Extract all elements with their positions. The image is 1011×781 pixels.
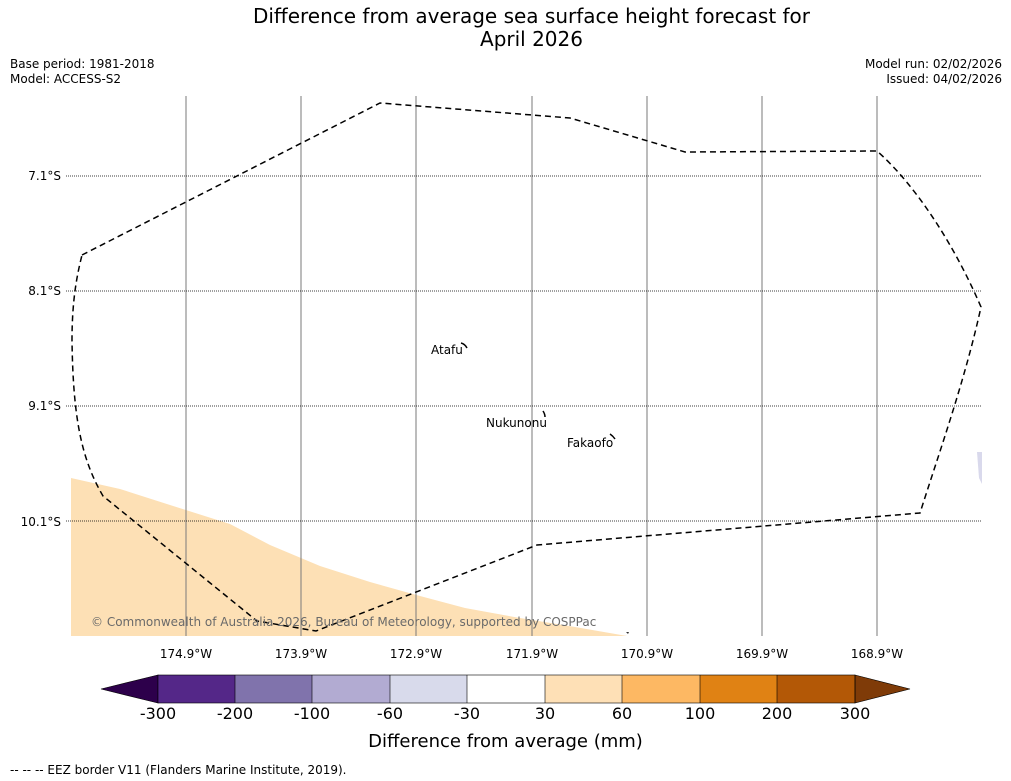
lon-label: 169.9°W [735,647,789,661]
map-title-line1: Difference from average sea surface heig… [252,4,811,28]
colorbar-tick: 30 [534,704,556,723]
colorbar-tick: -100 [293,704,331,723]
meta-right: Model run: 02/02/2026 Issued: 04/02/2026 [865,57,1002,87]
eez-border [71,102,982,632]
colorbar-below-arrow [100,674,159,704]
colorbar-segment [700,675,777,703]
place-fakaofo: Fakaofo [567,436,614,450]
atafu-atoll [460,342,468,349]
colorbar-above-arrow [854,674,911,704]
colorbar-label: Difference from average (mm) [368,731,643,752]
lon-label: 174.9°W [159,647,213,661]
colorbar-tick: 300 [839,704,871,723]
colorbar-segment [390,675,467,703]
colorbar-segment [158,675,235,703]
colorbar-segment [777,675,855,703]
base-period: Base period: 1981-2018 [10,57,155,71]
place-nukunonu: Nukunonu [486,416,547,430]
lon-label: 170.9°W [620,647,674,661]
anomaly-region [71,478,627,636]
model-run: Model run: 02/02/2026 [864,57,1002,71]
colorbar-tick: -30 [453,704,481,723]
colorbar-segment [235,675,312,703]
meridian-lines [185,96,878,636]
lat-label: 9.1°S [28,399,61,413]
copyright-notice: © Commonwealth of Australia 2026, Bureau… [91,615,597,629]
parallel-lines [66,175,982,522]
colorbar-dividers [157,674,856,704]
lon-label: 173.9°W [274,647,328,661]
atoll-mark [626,632,629,634]
model-name: Model: ACCESS-S2 [10,72,122,86]
colorbar-tick: 100 [684,704,716,723]
lon-label: 172.9°W [389,647,443,661]
lon-label: 168.9°W [850,647,904,661]
nukunonu-atoll [542,410,546,418]
map-title-line2: April 2026 [480,27,583,51]
colorbar-tick: 200 [761,704,793,723]
colorbar-tick: 60 [611,704,633,723]
colorbar-tick: -60 [376,704,404,723]
eez-legend-note: -- -- -- EEZ border V11 (Flanders Marine… [10,763,347,777]
colorbar-tick: -300 [139,704,177,723]
issued-date: Issued: 04/02/2026 [886,72,1002,86]
colorbar-segment [312,675,390,703]
fakaofo-atoll [609,433,616,440]
colorbar-segment [545,675,622,703]
colorbar-segment [467,675,545,703]
colorbar-segment [622,675,700,703]
colorbar-tick: -200 [216,704,254,723]
lat-label: 7.1°S [28,169,61,183]
meta-left: Base period: 1981-2018 Model: ACCESS-S2 [10,57,155,87]
lon-label: 171.9°W [505,647,559,661]
colorbar-frame [157,674,856,704]
lat-label: 8.1°S [28,284,61,298]
lat-label: 10.1°S [20,515,61,529]
map-title: Difference from average sea surface heig… [0,5,1011,51]
land-patch [977,452,982,484]
place-atafu: Atafu [431,343,463,357]
